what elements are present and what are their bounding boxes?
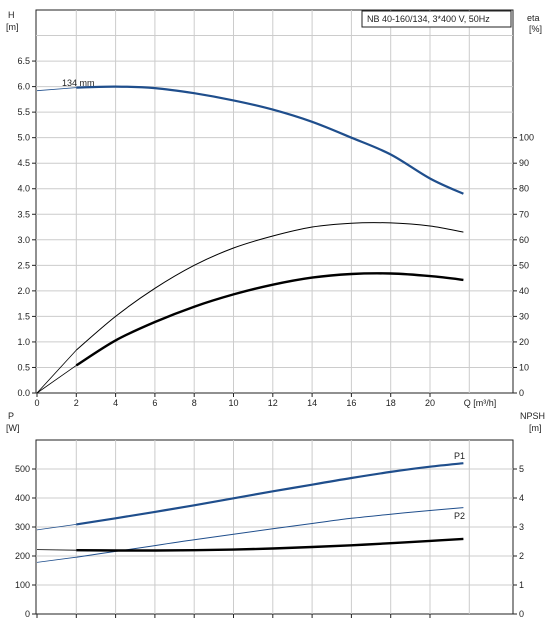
y-left-label-bottom-line2: [W] [6,423,20,433]
y-left-tick-label-top-1: 0.5 [17,362,30,372]
curve-top-1 [75,222,464,351]
x-tick-label-0: 0 [34,398,39,408]
y-left-label-top-line2: [m] [6,22,19,32]
curve-top-2 [75,272,464,367]
curve-extension-top-2 [36,365,77,394]
x-tick-label-8: 16 [346,398,356,408]
y-left-tick-label-top-5: 2.5 [17,260,30,270]
y-right-label-top-line1: eta [527,13,540,23]
x-axis-label: Q [m³/h] [464,398,497,408]
curve-bottom-1 [76,507,464,558]
y-left-label-top-line1: H [8,10,15,20]
y-left-tick-label-top-3: 1.5 [17,311,30,321]
curve-extension-bottom-1 [36,556,77,563]
y-left-tick-label-bottom-0: 0 [25,609,30,619]
y-right-tick-label-bottom-1: 1 [519,580,524,590]
head-efficiency-panel: 0.0 0.5 1.0 1.5 2.0 2.5 3.0 3.5 4.0 4.5 5.0 5.5 6.0 6… [6,9,542,408]
y-right-tick-label-top-6: 60 [519,235,529,245]
y-right-label-top-line2: [%] [529,24,542,34]
curve-extension-bottom-0 [36,524,77,531]
series-label-p1: P1 [454,451,465,461]
y-left-tick-label-bottom-5: 500 [15,464,30,474]
y-right-label-bottom-line1: NPSH [520,411,545,421]
chart-title: NB 40-160/134, 3*400 V, 50Hz [367,14,490,24]
y-left-tick-label-top-6: 3.0 [17,235,30,245]
y-left-tick-label-top-9: 4.5 [17,158,30,168]
x-tick-label-7: 14 [307,398,317,408]
y-left-label-bottom-line1: P [8,411,14,421]
y-right-tick-label-top-8: 80 [519,184,529,194]
y-right-tick-label-top-7: 70 [519,209,529,219]
series-label-134mm: 134 mm [62,78,95,88]
y-left-tick-label-top-0: 0.0 [17,388,30,398]
x-tick-label-3: 6 [152,398,157,408]
x-tick-label-2: 4 [113,398,118,408]
top-axes: 0.0 0.5 1.0 1.5 2.0 2.5 3.0 3.5 4.0 4.5 5.0 5.5 6.0 6… [17,56,534,408]
curve-bottom-2 [76,537,464,552]
y-left-tick-label-top-8: 4.0 [17,184,30,194]
curve-extension-bottom-2 [36,549,77,551]
y-right-tick-label-bottom-3: 3 [519,522,524,532]
y-left-tick-label-top-12: 6.0 [17,82,30,92]
chart-title-box [361,10,512,28]
x-tick-label-4: 8 [192,398,197,408]
y-right-tick-label-bottom-2: 2 [519,551,524,561]
y-left-tick-label-top-2: 1.0 [17,337,30,347]
x-tick-label-6: 12 [268,398,278,408]
y-left-tick-label-bottom-1: 100 [15,580,30,590]
x-tick-label-5: 10 [228,398,238,408]
y-right-tick-label-top-2: 20 [519,337,529,347]
curve-extension-top-1 [36,349,77,394]
bottom-grid [36,440,513,614]
y-right-tick-label-top-10: 100 [519,133,534,143]
y-right-tick-label-top-9: 90 [519,158,529,168]
y-left-tick-label-top-10: 5.0 [17,133,30,143]
x-tick-label-10: 20 [425,398,435,408]
y-right-tick-label-top-0: 0 [519,388,524,398]
bottom-axes: 0 100 200 300 400 500 0 1 2 3 4 5 [15,464,524,619]
y-left-tick-label-bottom-2: 200 [15,551,30,561]
y-right-tick-label-bottom-5: 5 [519,464,524,474]
curve-bottom-0 [76,462,464,526]
y-right-tick-label-bottom-4: 4 [519,493,524,503]
top-grid [36,10,513,393]
y-right-label-bottom-line2: [m] [529,423,542,433]
y-left-tick-label-top-11: 5.5 [17,107,30,117]
y-left-tick-label-top-13: 6.5 [17,56,30,66]
y-right-tick-label-top-5: 50 [519,260,529,270]
y-left-tick-label-bottom-4: 400 [15,493,30,503]
y-left-tick-label-top-4: 2.0 [17,286,30,296]
top-plot-frame [35,9,514,394]
top-curves [36,85,464,394]
x-tick-label-9: 18 [386,398,396,408]
series-label-p2: P2 [454,511,465,521]
y-right-tick-label-bottom-0: 0 [519,609,524,619]
y-left-tick-label-top-7: 3.5 [17,209,30,219]
y-right-tick-label-top-1: 10 [519,362,529,372]
power-npsh-panel: 0 100 200 300 400 500 0 1 2 3 4 5 P [W] NPSH [m] P1… [6,411,545,619]
y-right-tick-label-top-4: 40 [519,286,529,296]
y-right-tick-label-top-3: 30 [519,311,529,321]
x-tick-label-1: 2 [74,398,79,408]
bottom-curves [36,462,464,563]
curve-top-0 [76,85,464,195]
y-left-tick-label-bottom-3: 300 [15,522,30,532]
curve-extension-top-0 [36,87,77,92]
